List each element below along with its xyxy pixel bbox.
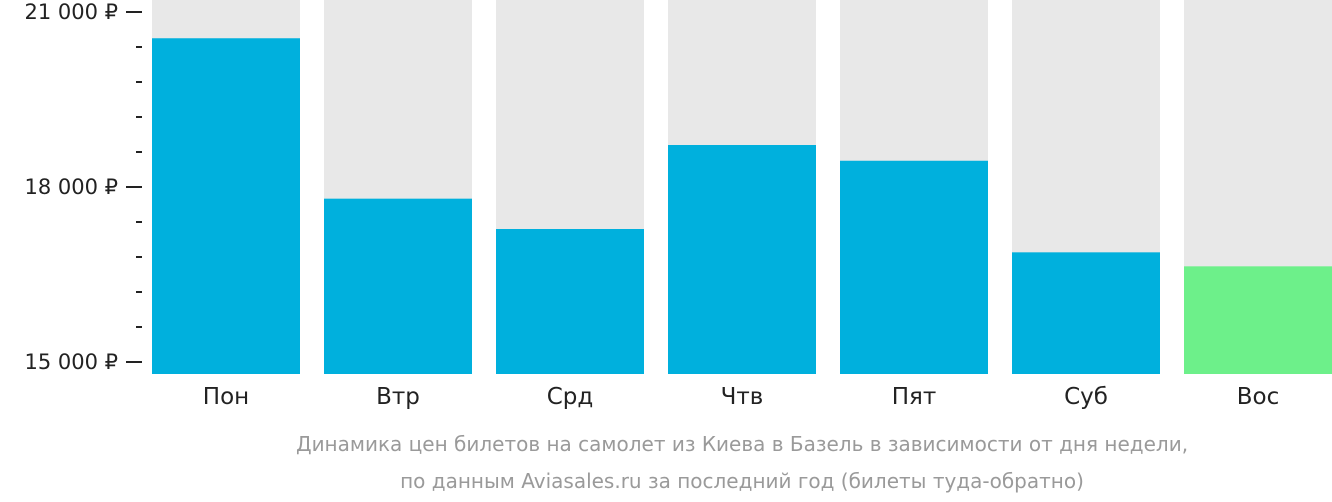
category-labels: Пон Втр Срд Чтв Пят Суб Вос [203,384,1279,410]
category-label: Вос [1237,384,1280,410]
bar-4 [668,145,816,374]
category-label: Суб [1064,384,1108,410]
y-tick-label: 15 000 ₽ [24,350,118,374]
category-label: Пят [892,384,937,410]
y-axis: 15 000 ₽ 18 000 ₽ 21 000 ₽ [24,0,142,374]
bar-7 [1184,266,1332,374]
bar-5 [840,160,988,374]
category-label: Пон [203,384,249,410]
caption-line-1: Динамика цен билетов на самолет из Киева… [296,432,1188,456]
caption-line-2: по данным Aviasales.ru за последний год … [400,469,1084,493]
category-label: Втр [376,384,420,410]
y-tick-label: 18 000 ₽ [24,175,118,199]
category-label: Чтв [721,384,764,410]
bar-1 [152,38,300,374]
bars [152,0,1332,374]
category-label: Срд [547,384,594,410]
bar-3 [496,229,644,374]
bar-2 [324,198,472,374]
bar-6 [1012,252,1160,374]
y-tick-label: 21 000 ₽ [24,0,118,24]
